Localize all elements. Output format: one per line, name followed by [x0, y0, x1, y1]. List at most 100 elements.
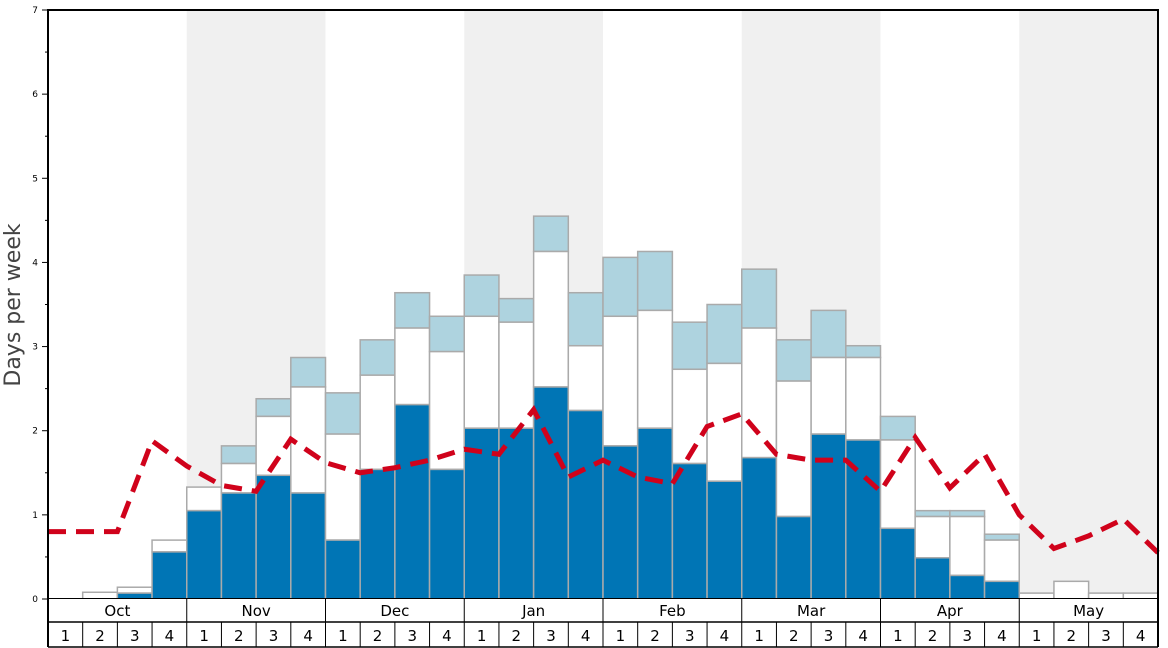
month-shade-may [1019, 10, 1158, 599]
week-label: 1 [477, 627, 487, 645]
bar-blue-segment [602, 445, 639, 600]
bar-blue-segment [290, 492, 327, 600]
bar-blue-segment [186, 509, 223, 600]
bar-blue-segment [983, 580, 1020, 600]
bar-lightblue-segment [463, 274, 500, 318]
week-label: 2 [928, 627, 938, 645]
bar-blue-segment [567, 409, 604, 600]
bar-white-segment [567, 344, 604, 412]
bar-lightblue-segment [810, 309, 847, 359]
bar-blue-segment [671, 462, 708, 600]
week-label: 2 [234, 627, 244, 645]
week-label: 4 [303, 627, 313, 645]
y-tick-label: 2 [32, 427, 38, 437]
y-tick-label: 0 [32, 595, 38, 605]
y-tick-label: 6 [32, 90, 38, 100]
bar-white-segment [671, 368, 708, 465]
bar-white-segment [81, 591, 119, 600]
month-label-nov: Nov [241, 602, 270, 620]
week-label: 4 [858, 627, 868, 645]
bar-lightblue-segment [775, 339, 812, 382]
average-dashed-line [48, 405, 1160, 555]
bar-blue-segment [324, 539, 361, 600]
bar-white-segment [428, 350, 465, 471]
bar-lightblue-segment [636, 250, 674, 312]
week-label: 2 [1067, 627, 1077, 645]
week-label: 4 [581, 627, 591, 645]
bar-lightblue-segment [845, 344, 882, 359]
week-label: 2 [95, 627, 105, 645]
bar-blue-segment [220, 492, 257, 600]
bar-blue-segment [879, 527, 916, 600]
bar-white-segment [1053, 580, 1090, 600]
bar-lightblue-segment [498, 297, 535, 323]
week-label: 4 [165, 627, 175, 645]
bar-blue-segment [394, 403, 431, 600]
bar-white-segment [532, 250, 570, 388]
bar-white-segment [741, 327, 778, 459]
week-label: 1 [754, 627, 764, 645]
y-tick-label: 7 [32, 6, 38, 16]
y-tick-label: 5 [32, 174, 38, 184]
bar-lightblue-segment [741, 268, 778, 329]
bar-blue-segment [706, 480, 743, 600]
bar-lightblue-segment [567, 291, 604, 347]
month-label-oct: Oct [104, 602, 130, 620]
bar-blue-segment [949, 574, 986, 600]
bar-lightblue-segment [324, 392, 361, 435]
week-label: 4 [442, 627, 452, 645]
bar-white-segment [775, 380, 812, 518]
bar-blue-segment [741, 456, 778, 600]
week-label: 3 [962, 627, 972, 645]
bar-white-segment [914, 515, 951, 559]
bar-lightblue-segment [602, 256, 639, 318]
bar-white-segment [151, 539, 188, 553]
week-label: 3 [130, 627, 140, 645]
week-label: 1 [338, 627, 348, 645]
month-label-jan: Jan [521, 602, 545, 620]
week-label: 3 [407, 627, 417, 645]
bar-lightblue-segment [359, 339, 396, 376]
week-label: 4 [1136, 627, 1146, 645]
week-label: 3 [1101, 627, 1111, 645]
week-label: 3 [546, 627, 556, 645]
bar-white-segment [636, 309, 674, 429]
month-label-feb: Feb [659, 602, 686, 620]
bar-blue-segment [151, 551, 188, 600]
week-label: 2 [650, 627, 660, 645]
week-label: 1 [61, 627, 71, 645]
bar-blue-segment [636, 427, 674, 600]
bar-white-segment [845, 356, 882, 441]
month-label-may: May [1073, 602, 1104, 620]
week-label: 1 [616, 627, 626, 645]
y-tick-label: 3 [32, 343, 38, 353]
week-label: 3 [685, 627, 695, 645]
week-label: 1 [1032, 627, 1042, 645]
bar-lightblue-segment [983, 533, 1020, 541]
week-label: 3 [824, 627, 834, 645]
bar-white-segment [810, 356, 847, 435]
bar-blue-segment [463, 427, 500, 600]
bar-white-segment [359, 374, 396, 471]
bar-white-segment [463, 315, 500, 429]
week-label: 3 [269, 627, 279, 645]
bar-blue-segment [255, 474, 292, 600]
y-axis-label: Days per week [1, 223, 26, 386]
bar-white-segment [498, 321, 535, 429]
bar-white-segment [983, 539, 1020, 583]
bar-lightblue-segment [220, 445, 257, 465]
bar-white-segment [116, 586, 153, 594]
week-label: 4 [720, 627, 730, 645]
y-tick-label: 4 [32, 258, 38, 268]
bar-white-segment [394, 327, 431, 406]
week-label: 2 [373, 627, 383, 645]
bar-lightblue-segment [428, 315, 465, 353]
week-label: 2 [789, 627, 799, 645]
bar-blue-segment [498, 427, 535, 600]
bar-lightblue-segment [394, 291, 431, 329]
bar-lightblue-segment [879, 415, 916, 441]
bar-blue-segment [359, 468, 396, 600]
month-label-dec: Dec [380, 602, 409, 620]
bar-blue-segment [428, 468, 465, 600]
